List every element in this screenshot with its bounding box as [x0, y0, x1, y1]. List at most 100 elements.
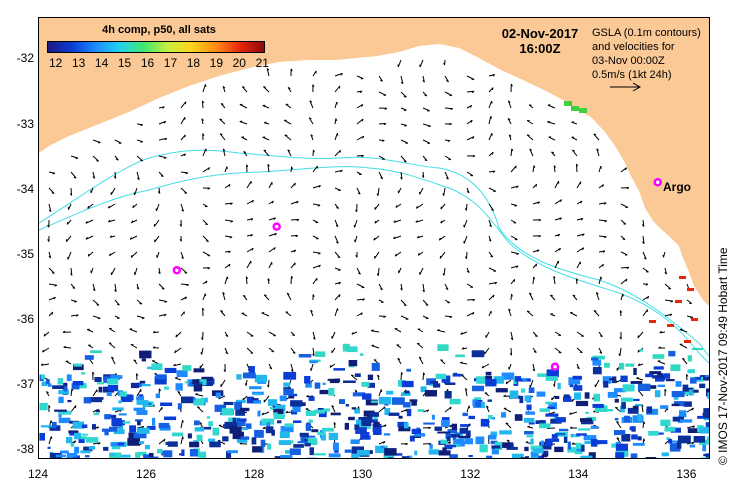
- velocity-arrow-head: [197, 406, 200, 408]
- velocity-arrow-head: [66, 221, 69, 225]
- sst-patch: [621, 397, 633, 402]
- velocity-arrow-head: [426, 409, 430, 413]
- velocity-arrow-head: [428, 427, 431, 430]
- velocity-arrow: [510, 148, 513, 157]
- velocity-arrow: [92, 299, 100, 306]
- sst-patch: [671, 391, 685, 398]
- velocity-arrow-head: [691, 407, 694, 411]
- velocity-arrow: [460, 362, 468, 365]
- legend-tick: 13: [71, 56, 86, 70]
- velocity-arrow-head: [242, 86, 245, 88]
- sst-patch: [704, 376, 709, 381]
- velocity-arrow: [465, 388, 468, 397]
- sst-patch: [453, 372, 458, 377]
- velocity-arrow: [180, 203, 184, 212]
- velocity-arrow: [571, 136, 578, 141]
- sst-patch: [557, 382, 561, 390]
- velocity-arrow-head: [312, 353, 315, 357]
- velocity-arrow: [371, 345, 380, 349]
- velocity-arrow-head: [600, 276, 602, 280]
- sst-patch: [615, 443, 628, 451]
- sst-patch: [693, 436, 706, 443]
- sst-patch: [308, 419, 313, 423]
- velocity-arrow: [263, 149, 270, 157]
- velocity-arrow-head: [318, 264, 321, 268]
- velocity-arrow-head: [569, 426, 573, 429]
- sst-patch: [266, 422, 270, 427]
- sst-patch: [279, 431, 290, 438]
- sst-patch: [624, 415, 630, 423]
- velocity-arrow: [422, 372, 425, 381]
- sst-patch: [291, 410, 298, 415]
- sst-patch: [283, 388, 294, 396]
- sst-patch: [193, 398, 205, 406]
- velocity-arrow-head: [96, 304, 100, 306]
- sst-patch: [73, 364, 84, 371]
- sst-patch: [193, 440, 198, 443]
- sst-patch: [117, 454, 131, 458]
- velocity-arrow: [290, 276, 292, 285]
- velocity-arrow-head: [425, 304, 429, 306]
- velocity-arrow: [508, 308, 512, 317]
- velocity-arrow: [67, 251, 72, 260]
- sst-patch: [361, 381, 370, 387]
- sst-patch: [118, 375, 123, 378]
- sst-patch: [107, 378, 119, 385]
- sst-patch: [245, 423, 252, 429]
- velocity-arrow-head: [312, 84, 315, 87]
- velocity-arrow: [419, 187, 424, 195]
- velocity-arrow: [400, 283, 403, 291]
- sst-patch: [398, 426, 411, 432]
- sst-patch: [354, 408, 360, 414]
- velocity-arrow: [481, 363, 490, 369]
- sst-patch: [192, 379, 200, 384]
- velocity-arrow-head: [508, 134, 512, 137]
- velocity-arrow-head: [559, 199, 563, 203]
- velocity-arrow-head: [184, 134, 186, 138]
- velocity-arrow-head: [492, 294, 495, 298]
- velocity-arrow-head: [643, 421, 646, 425]
- sst-patch: [305, 423, 311, 431]
- sst-patch: [553, 415, 558, 419]
- velocity-arrow: [158, 120, 166, 125]
- sst-patch: [441, 375, 451, 383]
- sst-patch: [239, 407, 250, 412]
- sst-patch: [570, 433, 575, 438]
- velocity-arrow-head: [74, 301, 77, 303]
- velocity-arrow: [657, 360, 666, 365]
- velocity-arrow-head: [622, 238, 626, 240]
- velocity-arrow-head: [664, 388, 667, 392]
- velocity-arrow-head: [553, 384, 555, 387]
- sst-patch: [423, 422, 435, 425]
- sst-patch: [214, 404, 227, 412]
- sst-patch: [444, 391, 452, 399]
- velocity-arrow: [202, 251, 211, 257]
- sst-patch: [620, 375, 628, 382]
- velocity-arrow-head: [383, 315, 387, 318]
- velocity-arrow: [48, 296, 56, 301]
- velocity-arrow-head: [184, 272, 188, 274]
- legend-tick: 15: [117, 56, 132, 70]
- velocity-arrow: [505, 422, 512, 429]
- sst-patch: [297, 441, 310, 444]
- velocity-arrow-head: [417, 252, 420, 256]
- sst-patch: [232, 431, 244, 440]
- velocity-arrow-head: [293, 249, 297, 253]
- sst-patch: [141, 358, 146, 362]
- info-line-1: GSLA (0.1m contours): [592, 27, 701, 39]
- velocity-arrow: [290, 347, 296, 354]
- sst-patch: [676, 441, 682, 449]
- sst-patch: [224, 410, 230, 413]
- velocity-arrow-head: [645, 283, 649, 286]
- sst-patch: [172, 432, 184, 437]
- sst-patch: [98, 386, 103, 393]
- velocity-arrow-head: [626, 187, 630, 190]
- velocity-arrow-head: [140, 141, 143, 143]
- sst-patch: [314, 409, 326, 414]
- velocity-arrow-head: [488, 239, 492, 242]
- velocity-arrow-head: [87, 206, 90, 209]
- sst-patch: [265, 426, 274, 434]
- velocity-arrow-head: [108, 253, 112, 256]
- sst-patch: [136, 400, 149, 405]
- velocity-arrow: [510, 331, 514, 340]
